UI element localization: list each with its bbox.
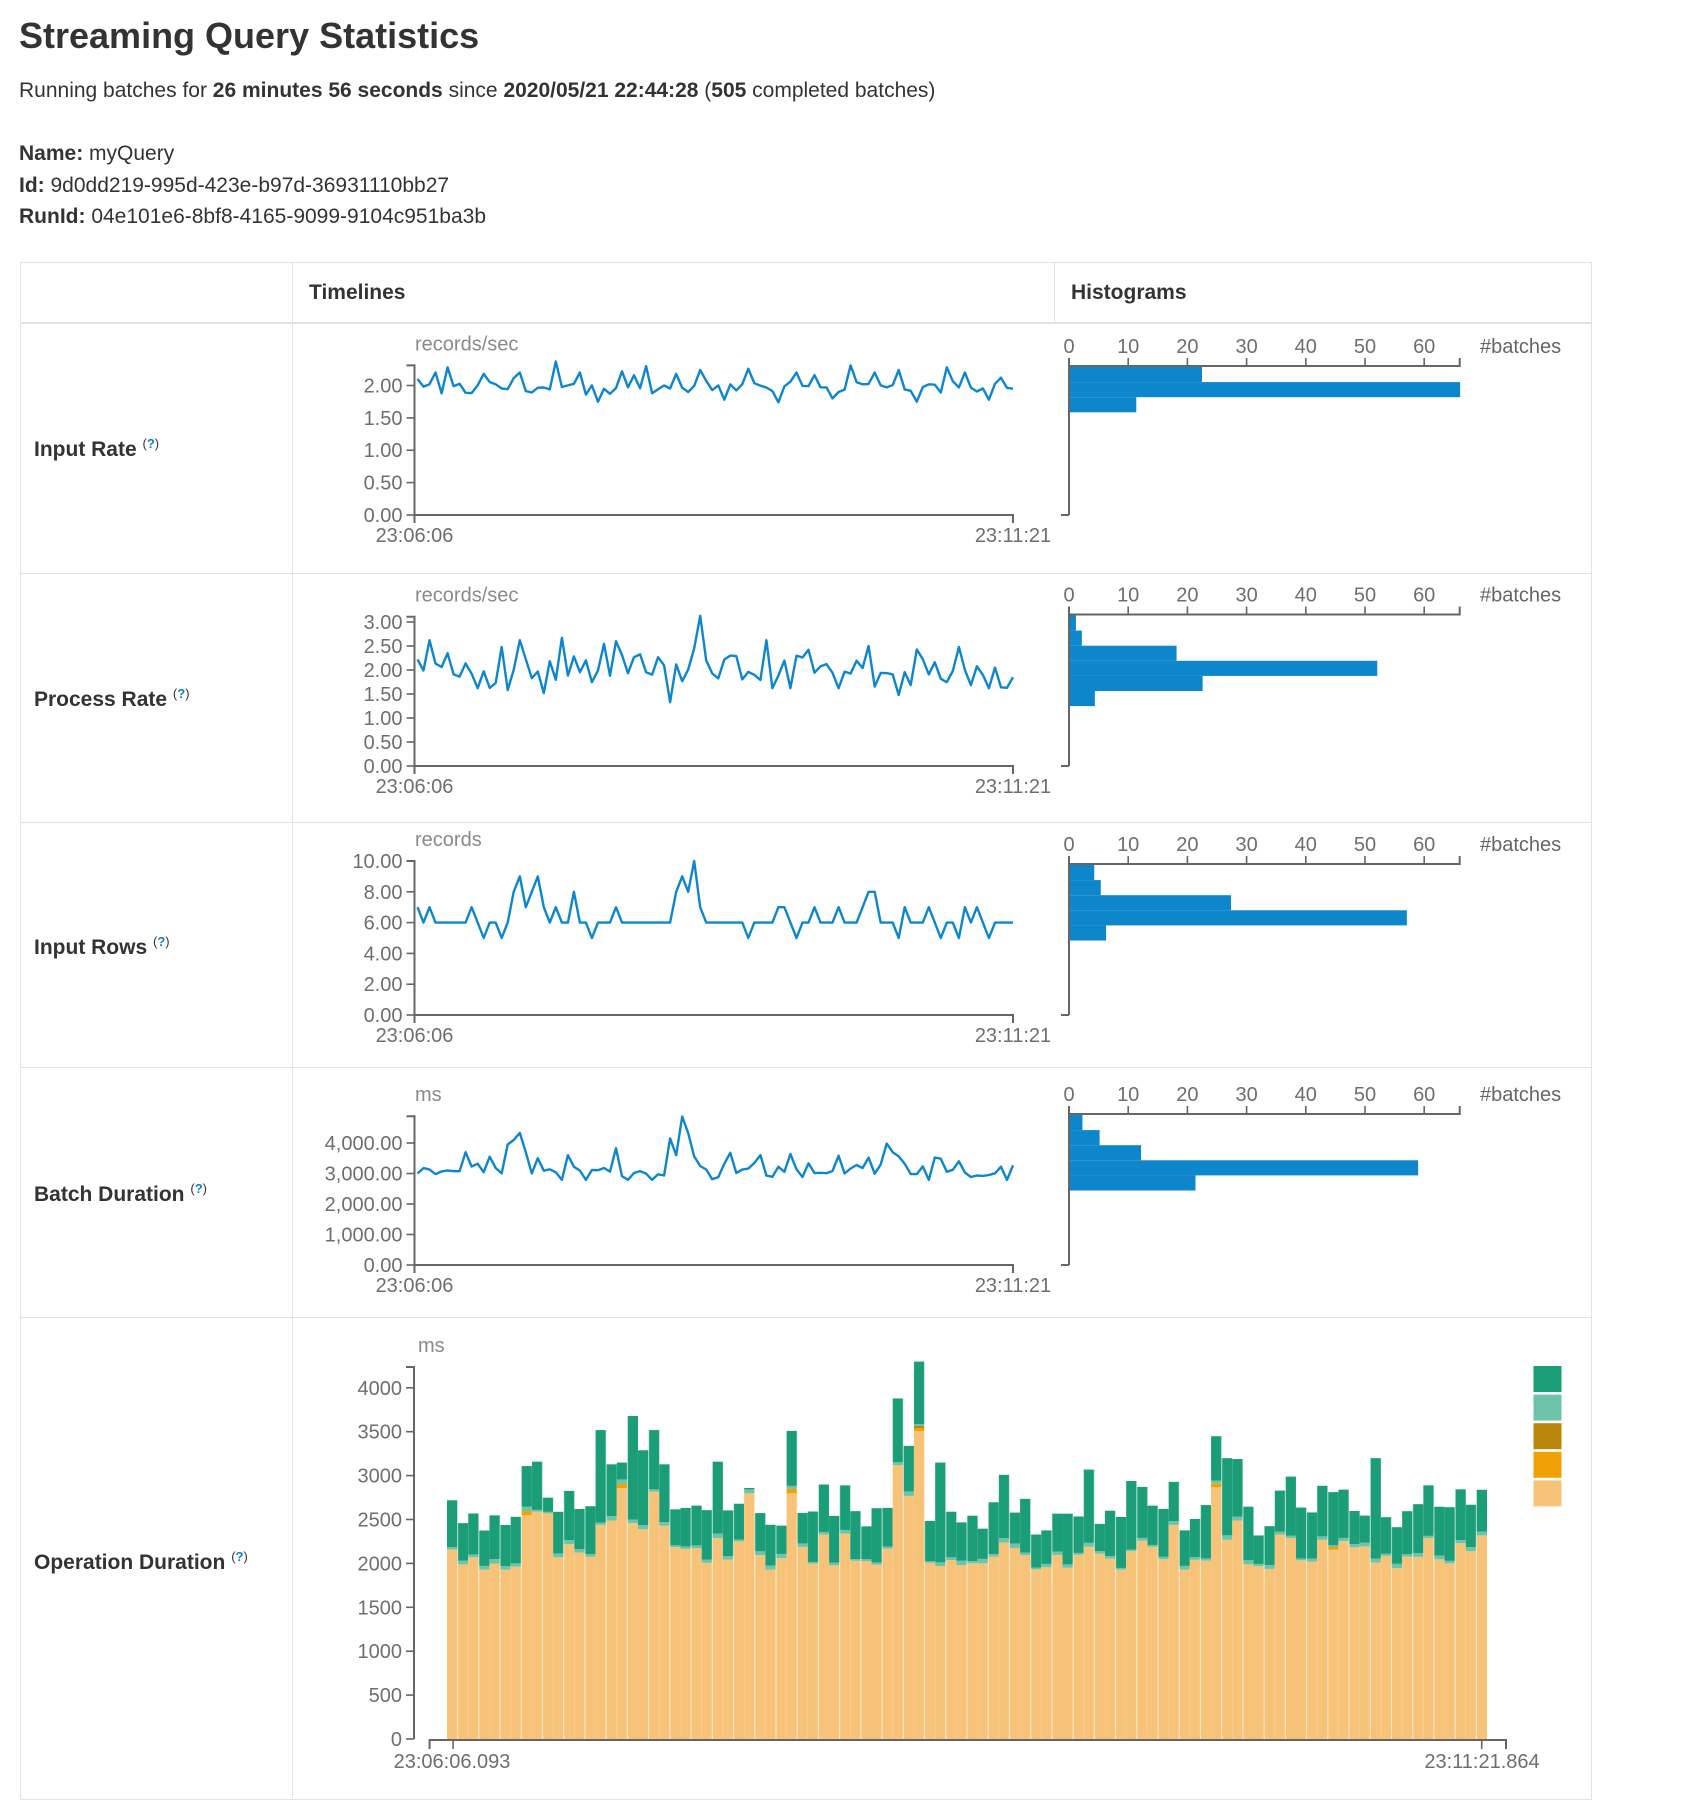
svg-text:1500: 1500 [358, 1597, 403, 1619]
svg-text:#batches: #batches [1480, 834, 1561, 856]
svg-text:6.00: 6.00 [364, 913, 403, 935]
svg-text:10.00: 10.00 [352, 851, 402, 873]
svg-text:50: 50 [1354, 834, 1376, 856]
svg-text:0.00: 0.00 [364, 1005, 403, 1027]
svg-text:0.50: 0.50 [364, 473, 403, 495]
svg-text:4,000.00: 4,000.00 [325, 1133, 403, 1155]
svg-text:4000: 4000 [358, 1378, 403, 1400]
svg-text:2000: 2000 [358, 1553, 403, 1575]
svg-text:3500: 3500 [358, 1422, 403, 1444]
svg-text:1.00: 1.00 [364, 708, 403, 730]
svg-text:40: 40 [1295, 336, 1317, 358]
svg-text:30: 30 [1235, 336, 1257, 358]
svg-text:23:06:06.093: 23:06:06.093 [394, 1751, 511, 1773]
svg-text:3.00: 3.00 [364, 612, 403, 634]
svg-text:23:11:21: 23:11:21 [975, 1025, 1051, 1047]
svg-text:#batches: #batches [1480, 585, 1561, 607]
svg-text:20: 20 [1176, 1084, 1198, 1106]
svg-text:3,000.00: 3,000.00 [325, 1164, 403, 1186]
svg-text:60: 60 [1413, 336, 1435, 358]
svg-text:1.00: 1.00 [364, 440, 403, 462]
svg-text:0.00: 0.00 [364, 1255, 403, 1277]
svg-text:1.50: 1.50 [364, 684, 403, 706]
svg-text:23:06:06: 23:06:06 [376, 1275, 454, 1297]
svg-text:30: 30 [1235, 834, 1257, 856]
svg-text:2.50: 2.50 [364, 636, 403, 658]
svg-text:4.00: 4.00 [364, 943, 403, 965]
svg-text:0.00: 0.00 [364, 505, 403, 527]
svg-text:40: 40 [1295, 585, 1317, 607]
svg-text:3000: 3000 [358, 1466, 403, 1488]
svg-text:40: 40 [1295, 1084, 1317, 1106]
svg-text:#batches: #batches [1480, 336, 1561, 358]
svg-text:records: records [415, 829, 482, 851]
svg-text:records/sec: records/sec [415, 585, 518, 607]
svg-text:1,000.00: 1,000.00 [325, 1225, 403, 1247]
svg-text:0: 0 [1063, 585, 1074, 607]
svg-text:50: 50 [1354, 585, 1376, 607]
svg-text:23:11:21: 23:11:21 [975, 1275, 1051, 1297]
svg-text:60: 60 [1413, 834, 1435, 856]
svg-text:0: 0 [1063, 336, 1074, 358]
svg-text:20: 20 [1176, 585, 1198, 607]
svg-text:30: 30 [1235, 585, 1257, 607]
svg-text:30: 30 [1235, 1084, 1257, 1106]
svg-text:10: 10 [1117, 336, 1139, 358]
svg-text:50: 50 [1354, 1084, 1376, 1106]
svg-text:60: 60 [1413, 585, 1435, 607]
svg-text:23:11:21: 23:11:21 [975, 525, 1051, 547]
svg-text:23:06:06: 23:06:06 [376, 776, 454, 798]
svg-text:23:11:21: 23:11:21 [975, 776, 1051, 798]
svg-text:23:06:06: 23:06:06 [376, 1025, 454, 1047]
svg-text:0.00: 0.00 [364, 756, 403, 778]
svg-text:8.00: 8.00 [364, 882, 403, 904]
svg-text:0.50: 0.50 [364, 732, 403, 754]
svg-text:ms: ms [418, 1335, 445, 1357]
svg-text:0: 0 [1063, 834, 1074, 856]
svg-text:60: 60 [1413, 1084, 1435, 1106]
svg-text:50: 50 [1354, 336, 1376, 358]
svg-text:2.00: 2.00 [364, 974, 403, 996]
svg-text:10: 10 [1117, 834, 1139, 856]
svg-text:2.00: 2.00 [364, 660, 403, 682]
svg-text:records/sec: records/sec [415, 333, 518, 355]
svg-text:1000: 1000 [358, 1641, 403, 1663]
svg-text:ms: ms [415, 1084, 442, 1106]
svg-text:10: 10 [1117, 585, 1139, 607]
svg-text:#batches: #batches [1480, 1084, 1561, 1106]
svg-text:0: 0 [1063, 1084, 1074, 1106]
svg-text:10: 10 [1117, 1084, 1139, 1106]
svg-text:2.00: 2.00 [364, 376, 403, 398]
svg-text:23:06:06: 23:06:06 [376, 525, 454, 547]
svg-text:500: 500 [369, 1685, 402, 1707]
svg-text:2,000.00: 2,000.00 [325, 1194, 403, 1216]
svg-text:20: 20 [1176, 834, 1198, 856]
svg-text:2500: 2500 [358, 1510, 403, 1532]
svg-text:23:11:21.864: 23:11:21.864 [1424, 1751, 1539, 1773]
svg-text:40: 40 [1295, 834, 1317, 856]
svg-text:0: 0 [391, 1729, 402, 1751]
svg-text:20: 20 [1176, 336, 1198, 358]
svg-text:1.50: 1.50 [364, 408, 403, 430]
